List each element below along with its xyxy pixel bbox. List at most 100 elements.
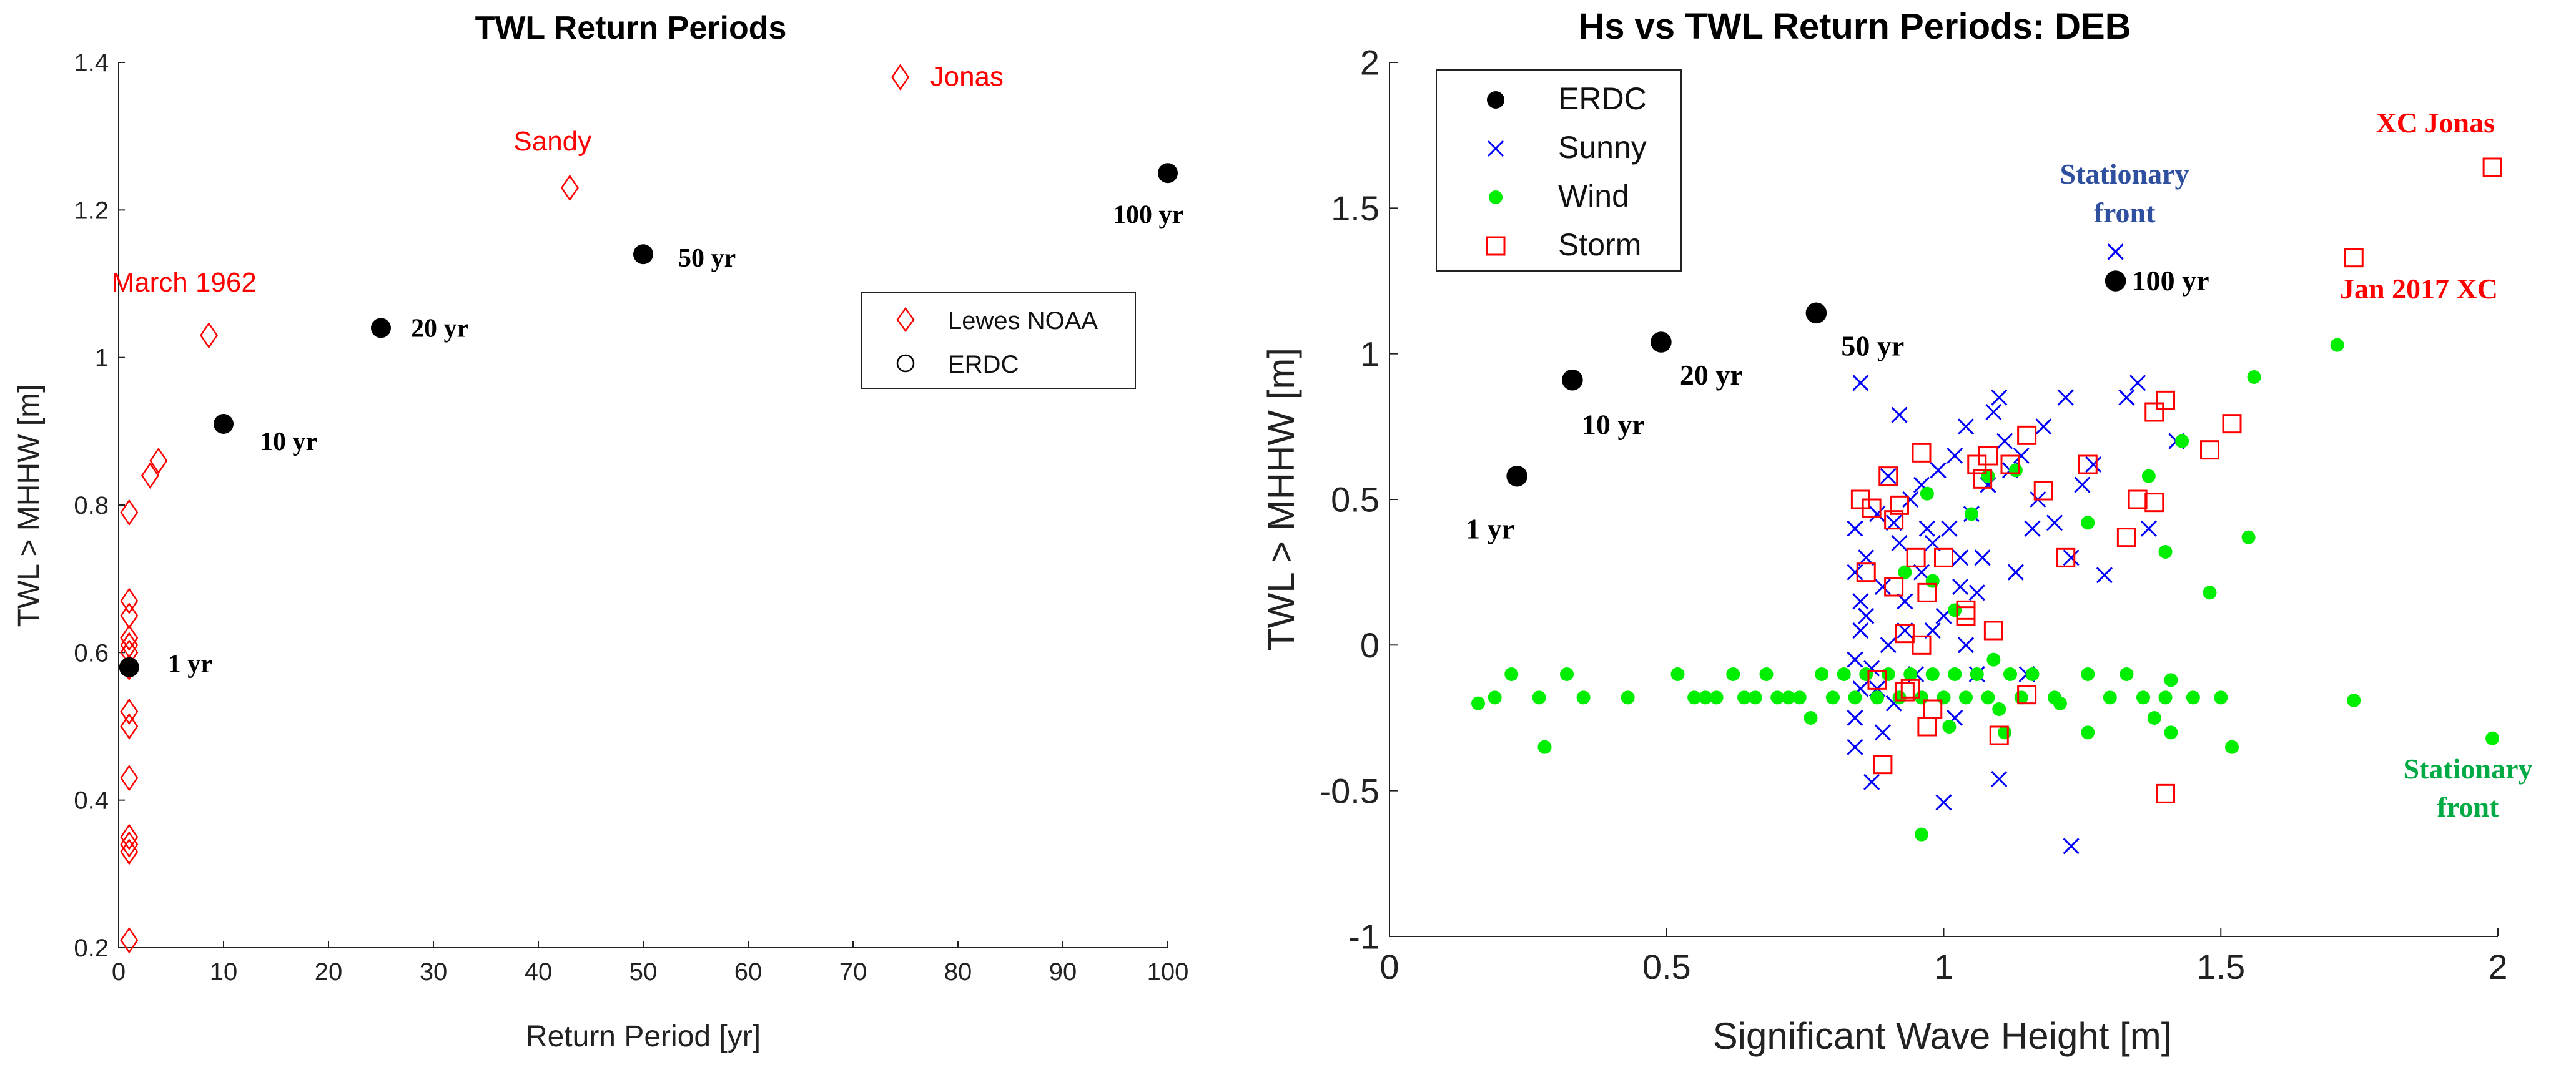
x-tick-label: 60	[734, 958, 762, 986]
right-chart-title: Hs vs TWL Return Periods: DEB	[1578, 6, 2131, 47]
point-label: 50 yr	[678, 244, 736, 273]
point-storm	[1934, 547, 1953, 567]
point-wind	[2485, 731, 2500, 745]
left-chart-legend: Lewes NOAA ERDC	[861, 292, 1136, 389]
left-chart-x-label: Return Period [yr]	[526, 1020, 761, 1053]
point-wind	[1726, 667, 1740, 681]
point-sunny	[1985, 403, 2002, 421]
point-sunny	[1991, 389, 2008, 406]
point-sunny	[1935, 794, 1952, 811]
point-lewes-noaa	[120, 632, 139, 659]
point-sunny	[1902, 491, 1919, 508]
right-chart-legend: ERDC Sunny Wind Storm	[1436, 69, 1682, 272]
point-storm	[2017, 425, 2037, 445]
point-wind	[2158, 690, 2173, 705]
point-lewes-noaa	[560, 174, 579, 202]
point-wind	[2014, 690, 2028, 705]
point-wind	[2186, 690, 2200, 705]
point-wind	[1737, 690, 1751, 705]
point-lewes-noaa	[149, 447, 168, 474]
y-tick-label: 1.2	[74, 197, 109, 224]
x-tick-label: 30	[420, 958, 448, 986]
point-wind	[2025, 667, 2040, 681]
point-wind	[2141, 469, 2156, 483]
point-wind	[1621, 690, 1635, 705]
point-wind	[1925, 574, 1940, 588]
point-erdc	[1506, 465, 1527, 487]
point-wind	[1992, 702, 2006, 716]
y-tick-label: 1.4	[74, 49, 109, 77]
right-legend-storm-label: Storm	[1558, 227, 1641, 262]
point-storm	[2156, 390, 2175, 410]
point-sunny	[2107, 243, 2124, 260]
point-storm	[2222, 414, 2242, 434]
point-wind	[1948, 667, 1962, 681]
point-erdc	[633, 244, 653, 265]
point-storm	[1867, 670, 1887, 690]
point-wind	[2008, 463, 2023, 478]
right-chart-y-ticks: -1 -0.5 0 0.5 1 1.5 2	[1320, 43, 1398, 956]
point-sunny	[2024, 520, 2041, 537]
point-lewes-noaa	[120, 838, 139, 865]
point-sunny	[1974, 549, 1991, 566]
point-label: Jan 2017 XC	[2340, 273, 2498, 305]
point-lewes-noaa	[120, 587, 139, 614]
point-wind	[1981, 690, 1995, 705]
point-sunny	[1952, 549, 1969, 566]
x-tick-label: 20	[315, 958, 343, 986]
point-wind	[1826, 690, 1840, 705]
point-wind	[2136, 690, 2150, 705]
left-chart-marks	[119, 64, 1178, 954]
point-wind	[2203, 586, 2217, 600]
point-wind	[2175, 434, 2189, 448]
point-label: 10 yr	[260, 428, 317, 456]
y-tick-label: -0.5	[1320, 771, 1380, 810]
point-erdc	[1805, 302, 1827, 324]
point-wind	[1925, 667, 1940, 681]
x-tick-label: 40	[525, 958, 553, 986]
point-storm	[2056, 547, 2076, 567]
point-storm	[1895, 624, 1915, 644]
y-tick-label: -1	[1348, 917, 1379, 956]
point-sunny	[2013, 447, 2030, 464]
left-legend-erdc-label: ERDC	[948, 351, 1019, 378]
point-storm	[1923, 699, 1943, 719]
point-lewes-noaa	[141, 462, 159, 489]
point-wind	[1792, 690, 1807, 705]
left-legend-erdc-marker	[896, 354, 915, 373]
point-storm	[1978, 446, 1998, 466]
point-sunny	[1891, 534, 1908, 552]
y-tick-label: 0	[1360, 626, 1379, 665]
x-tick-label: 0	[1379, 947, 1399, 986]
point-lewes-noaa	[120, 624, 139, 651]
y-tick-label: 0.6	[74, 639, 109, 667]
point-sunny	[2007, 564, 2024, 581]
point-wind	[1981, 469, 1995, 483]
point-sunny	[1852, 622, 1869, 639]
right-chart: Hs vs TWL Return Periods: DEB 0 0.5 1 1.5 2 …	[1260, 6, 2533, 1057]
point-wind	[1859, 667, 1873, 681]
x-tick-label: 2	[2488, 947, 2507, 986]
point-sunny	[2063, 838, 2080, 855]
left-chart-y-ticks: 0.2 0.4 0.6 0.8 1 1.2 1.4	[74, 49, 125, 962]
point-storm	[1973, 469, 1993, 489]
y-tick-label: 1.5	[1331, 189, 1379, 228]
point-label: 50 yr	[1841, 330, 1904, 361]
y-tick-label: 1	[1360, 334, 1379, 373]
right-chart-point-labels: 1 yr 10 yr 20 yr 50 yr 100 yr Stationary front…	[1466, 107, 2532, 823]
x-tick-label: 10	[210, 958, 238, 986]
point-wind	[2214, 690, 2228, 705]
x-tick-label: 80	[944, 958, 972, 986]
point-wind	[1986, 652, 2001, 667]
point-wind	[2330, 338, 2344, 352]
point-sunny	[1891, 406, 1908, 423]
point-wind	[1881, 667, 1895, 681]
left-legend-lewes-label: Lewes NOAA	[948, 307, 1098, 335]
y-tick-label: 2	[1360, 43, 1379, 82]
point-storm	[1884, 577, 1904, 597]
point-wind	[2247, 370, 2261, 384]
point-label: 1 yr	[1466, 513, 1514, 545]
point-label: 1 yr	[168, 650, 212, 679]
point-lewes-noaa	[120, 823, 139, 850]
